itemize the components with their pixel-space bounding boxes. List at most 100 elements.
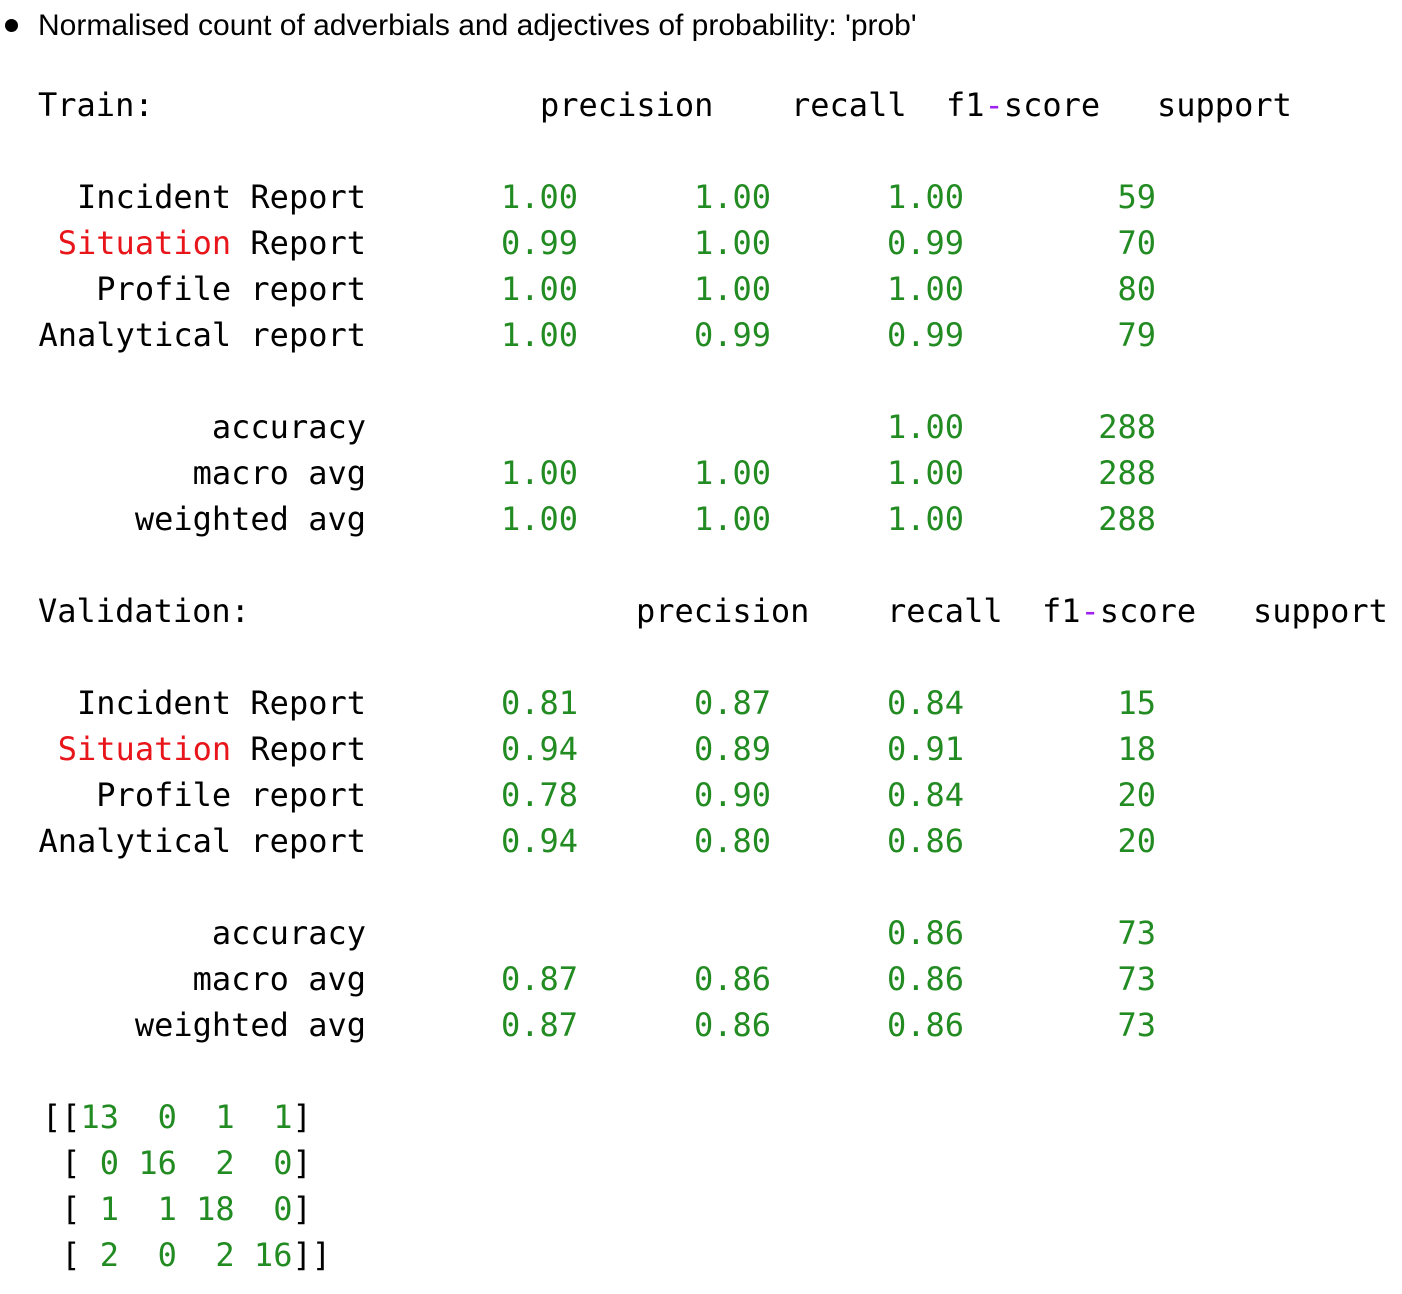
train-support-value: 79 [1117, 316, 1156, 354]
validation-precision-value: 0.81 [500, 684, 578, 722]
row-label-text: Analytical report [38, 316, 366, 354]
validation-f1-value: 0.86 [886, 822, 964, 860]
validation-summary-label: weighted avg [0, 1002, 366, 1048]
validation-header-f1-score: f1-score [1042, 592, 1197, 630]
train-row-label: Analytical report [0, 312, 366, 358]
bracket-close: ] [292, 1098, 312, 1136]
validation-f1-value: 0.91 [886, 730, 964, 768]
train-summary-label: weighted avg [0, 496, 366, 542]
train-support-value: 288 [1098, 454, 1156, 492]
validation-row-label: Incident Report [0, 680, 366, 726]
validation-row-label: Profile report [0, 772, 366, 818]
train-section-label: Train: [38, 86, 154, 124]
bullet-text: Normalised count of adverbials and adjec… [38, 9, 917, 42]
confusion-matrix-cell: 18 [176, 1190, 235, 1228]
validation-summary-label: macro avg [0, 956, 366, 1002]
train-support-value: 80 [1117, 270, 1156, 308]
train-precision-value: 0.99 [500, 224, 578, 262]
validation-recall-value: 0.90 [693, 776, 771, 814]
train-f1-value: 0.99 [886, 316, 964, 354]
row-label-text: accuracy [211, 914, 366, 952]
confusion-matrix-cell: 1 [80, 1190, 120, 1228]
train-f1-value: 1.00 [886, 500, 964, 538]
train-f1-value: 1.00 [886, 408, 964, 446]
confusion-matrix-cell: 0 [119, 1098, 177, 1136]
validation-f1-value: 0.84 [886, 776, 964, 814]
train-f1-value: 1.00 [886, 178, 964, 216]
validation-precision-value: 0.94 [500, 730, 578, 768]
validation-precision-value: 0.87 [500, 1006, 578, 1044]
train-precision-value: 1.00 [500, 454, 578, 492]
train-header-f1-score: f1-score [946, 86, 1101, 124]
bracket-open: [[ [42, 1098, 81, 1136]
bracket-close: ] [292, 1190, 312, 1228]
confusion-matrix-cell: 13 [80, 1098, 120, 1136]
train-support-value: 288 [1098, 500, 1156, 538]
confusion-matrix-cell: 2 [176, 1236, 235, 1274]
train-recall-value: 1.00 [693, 270, 771, 308]
validation-row-label: Analytical report [0, 818, 366, 864]
validation-f1-value: 0.86 [886, 914, 964, 952]
confusion-matrix-cell: 0 [234, 1190, 293, 1228]
confusion-matrix-cell: 1 [176, 1098, 235, 1136]
train-summary-label: macro avg [0, 450, 366, 496]
validation-f1-value: 0.86 [886, 1006, 964, 1044]
train-header-recall: recall [791, 86, 907, 124]
row-label-text: weighted avg [134, 1006, 366, 1044]
train-row-label: Incident Report [0, 174, 366, 220]
bracket-open: [ [42, 1236, 81, 1274]
train-precision-value: 1.00 [500, 500, 578, 538]
validation-row-label: Situation Report [0, 726, 366, 772]
row-label-text: Incident Report [77, 684, 366, 722]
validation-summary-label: accuracy [0, 910, 366, 956]
train-recall-value: 1.00 [693, 454, 771, 492]
bracket-open: [ [42, 1190, 81, 1228]
row-label-text: Profile report [96, 270, 366, 308]
train-support-value: 288 [1098, 408, 1156, 446]
validation-support-value: 73 [1117, 960, 1156, 998]
row-label-text: macro avg [192, 454, 366, 492]
confusion-matrix-row: [ 1 1 18 0] [42, 1186, 312, 1232]
confusion-matrix-row: [ 0 16 2 0] [42, 1140, 312, 1186]
train-header-precision: precision [540, 86, 714, 124]
validation-header-recall: recall [887, 592, 1003, 630]
train-recall-value: 1.00 [693, 224, 771, 262]
train-recall-value: 1.00 [693, 178, 771, 216]
row-label-text: Incident Report [77, 178, 366, 216]
validation-support-value: 18 [1117, 730, 1156, 768]
validation-recall-value: 0.89 [693, 730, 771, 768]
row-label-text: weighted avg [134, 500, 366, 538]
row-label-text: Profile report [96, 776, 366, 814]
bracket-close: ]] [292, 1236, 331, 1274]
validation-recall-value: 0.86 [693, 1006, 771, 1044]
validation-header-support: support [1253, 592, 1388, 630]
bullet-item: Normalised count of adverbials and adjec… [0, 4, 917, 48]
validation-precision-value: 0.78 [500, 776, 578, 814]
confusion-matrix-cell: 16 [234, 1236, 293, 1274]
train-row-label: Situation Report [0, 220, 366, 266]
confusion-matrix-cell: 1 [234, 1098, 293, 1136]
validation-support-value: 15 [1117, 684, 1156, 722]
row-label-text: Analytical report [38, 822, 366, 860]
validation-f1-value: 0.86 [886, 960, 964, 998]
confusion-matrix-cell: 2 [80, 1236, 120, 1274]
validation-support-value: 73 [1117, 914, 1156, 952]
confusion-matrix-row: [[13 0 1 1] [42, 1094, 312, 1140]
train-precision-value: 1.00 [500, 270, 578, 308]
validation-precision-value: 0.87 [500, 960, 578, 998]
row-label-text: accuracy [211, 408, 366, 446]
confusion-matrix-cell: 0 [234, 1144, 293, 1182]
confusion-matrix-cell: 2 [176, 1144, 235, 1182]
validation-support-value: 20 [1117, 776, 1156, 814]
bracket-close: ] [292, 1144, 312, 1182]
train-recall-value: 0.99 [693, 316, 771, 354]
train-support-value: 70 [1117, 224, 1156, 262]
validation-header-precision: precision [636, 592, 810, 630]
validation-recall-value: 0.86 [693, 960, 771, 998]
bracket-open: [ [42, 1144, 81, 1182]
train-summary-label: accuracy [0, 404, 366, 450]
confusion-matrix-cell: 0 [119, 1236, 177, 1274]
train-recall-value: 1.00 [693, 500, 771, 538]
train-f1-value: 1.00 [886, 270, 964, 308]
highlighted-word: Situation [57, 730, 232, 768]
